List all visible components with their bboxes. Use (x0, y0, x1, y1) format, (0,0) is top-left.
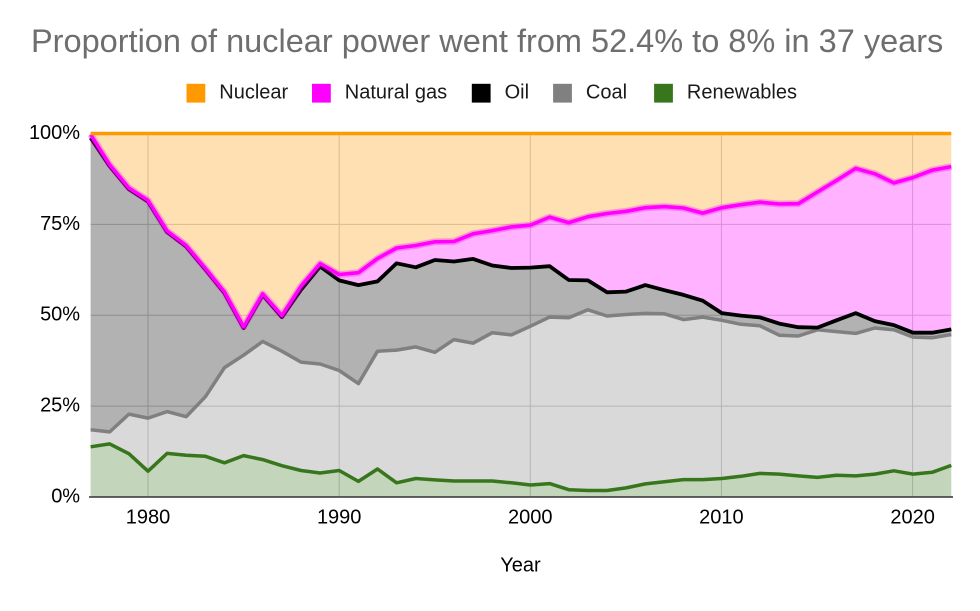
svg-text:Oil: Oil (505, 82, 529, 104)
svg-text:50%: 50% (40, 304, 80, 326)
svg-text:Year: Year (500, 554, 541, 576)
svg-text:2010: 2010 (699, 507, 744, 529)
svg-text:Renewables: Renewables (687, 82, 797, 104)
svg-text:Proportion of nuclear power we: Proportion of nuclear power went from 52… (31, 23, 943, 59)
svg-text:1980: 1980 (126, 507, 171, 529)
svg-text:75%: 75% (40, 213, 80, 235)
svg-text:0%: 0% (51, 485, 80, 507)
svg-text:2020: 2020 (890, 507, 935, 529)
svg-text:Nuclear: Nuclear (219, 82, 288, 104)
svg-text:1990: 1990 (317, 507, 362, 529)
svg-text:25%: 25% (40, 395, 80, 417)
svg-text:100%: 100% (29, 122, 80, 144)
svg-text:Coal: Coal (586, 82, 627, 104)
svg-text:Natural gas: Natural gas (345, 82, 447, 104)
svg-text:2000: 2000 (508, 507, 553, 529)
